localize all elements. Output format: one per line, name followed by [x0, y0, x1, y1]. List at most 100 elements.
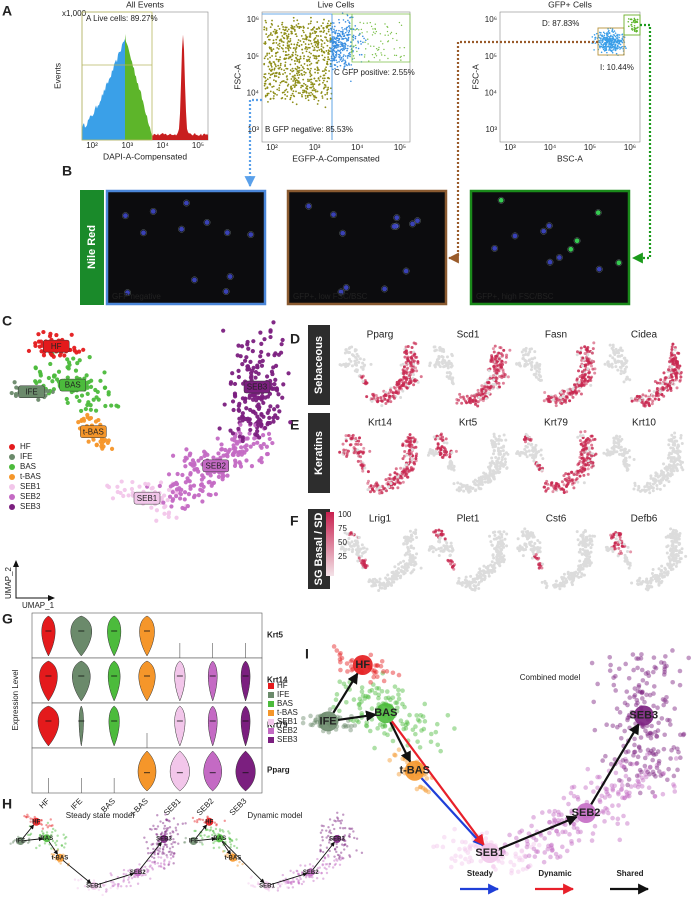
- event-dot: [316, 90, 319, 93]
- cell-point: [680, 441, 684, 445]
- event-dot: [298, 58, 301, 61]
- cell-point: [449, 559, 453, 563]
- gate-label: A Live cells: 89.27%: [86, 14, 158, 23]
- event-dot: [325, 69, 327, 72]
- event-dot: [305, 38, 308, 41]
- cluster-label: SEB3: [247, 383, 268, 392]
- event-dot: [322, 31, 325, 34]
- event-dot: [286, 84, 289, 87]
- event-dot: [347, 45, 349, 47]
- event-dot: [607, 28, 609, 30]
- cell-point: [650, 402, 654, 406]
- cell-point: [399, 363, 403, 367]
- event-dot: [284, 50, 287, 53]
- event-dot: [366, 22, 368, 24]
- cell-point: [497, 442, 501, 446]
- cell-point: [457, 576, 461, 580]
- event-dot: [266, 54, 268, 56]
- event-dot: [333, 30, 336, 32]
- cell-point: [106, 390, 111, 395]
- event-dot: [274, 64, 277, 66]
- cell-point: [572, 486, 576, 490]
- cell-point: [479, 398, 483, 402]
- cell: [410, 221, 415, 227]
- cell-point: [175, 471, 180, 477]
- cell-point: [492, 378, 496, 382]
- cell-point: [521, 357, 525, 361]
- cell-rim: [402, 267, 410, 275]
- cell-point: [403, 553, 407, 557]
- cell-point: [625, 359, 629, 363]
- cell-point: [358, 374, 362, 378]
- cell-point: [266, 431, 272, 436]
- cell-point: [677, 351, 681, 355]
- cell-point: [468, 585, 472, 589]
- cell-point: [470, 394, 474, 398]
- event-dot: [314, 89, 317, 91]
- cell-point: [409, 439, 413, 443]
- y-tick-label: 10³: [485, 125, 497, 134]
- cell-point: [676, 462, 680, 466]
- cell-point: [490, 543, 494, 547]
- event-dot: [631, 25, 633, 28]
- event-dot: [349, 53, 351, 56]
- cell-point: [280, 337, 285, 343]
- legend-dot: [9, 504, 15, 510]
- event-dot: [608, 37, 611, 39]
- legend-dot: [9, 454, 15, 460]
- event-dot: [289, 96, 292, 99]
- cell-point: [402, 542, 406, 546]
- event-dot: [326, 60, 329, 63]
- cell-point: [673, 431, 677, 435]
- cell-point: [406, 549, 410, 553]
- event-dot: [350, 41, 352, 43]
- event-dot: [315, 80, 318, 82]
- event-dot: [362, 22, 365, 24]
- event-dot: [377, 48, 380, 51]
- cell-point: [390, 583, 394, 587]
- cell-point: [494, 437, 498, 441]
- event-dot: [304, 94, 307, 97]
- event-dot: [284, 26, 287, 29]
- cell-point: [649, 474, 653, 478]
- cell-point: [380, 586, 384, 590]
- cell-point: [129, 486, 135, 492]
- event-dot: [270, 49, 273, 52]
- cell-point: [650, 393, 654, 397]
- event-dot: [293, 74, 296, 77]
- cell-point: [560, 480, 564, 484]
- event-dot: [269, 62, 272, 65]
- event-dot: [306, 64, 309, 67]
- cell-point: [649, 476, 653, 480]
- event-dot: [272, 97, 275, 100]
- cell-point: [100, 446, 105, 451]
- event-dot: [633, 29, 636, 32]
- event-dot: [323, 83, 326, 86]
- event-dot: [295, 51, 297, 53]
- cell-point: [37, 379, 42, 384]
- cell-point: [399, 378, 403, 382]
- plot-title: Live Cells: [318, 0, 355, 9]
- event-dot: [275, 30, 278, 32]
- cell-point: [180, 472, 185, 478]
- cell-point: [583, 345, 587, 349]
- cell-point: [584, 447, 588, 451]
- cell-point: [662, 484, 666, 488]
- cell-point: [586, 467, 590, 471]
- event-dot: [278, 28, 281, 30]
- cell-point: [441, 455, 445, 459]
- cell-point: [343, 543, 347, 547]
- cell-point: [364, 564, 368, 568]
- cell-point: [380, 404, 384, 408]
- cell-point: [397, 562, 401, 566]
- event-dot: [633, 20, 636, 22]
- cell: [498, 197, 504, 203]
- cell-point: [677, 369, 681, 373]
- event-dot: [327, 86, 330, 89]
- cell-point: [495, 459, 499, 463]
- cell-point: [448, 374, 452, 378]
- cell-point: [387, 476, 391, 480]
- event-dot: [323, 77, 326, 80]
- event-dot: [315, 96, 318, 99]
- event-dot: [616, 41, 619, 44]
